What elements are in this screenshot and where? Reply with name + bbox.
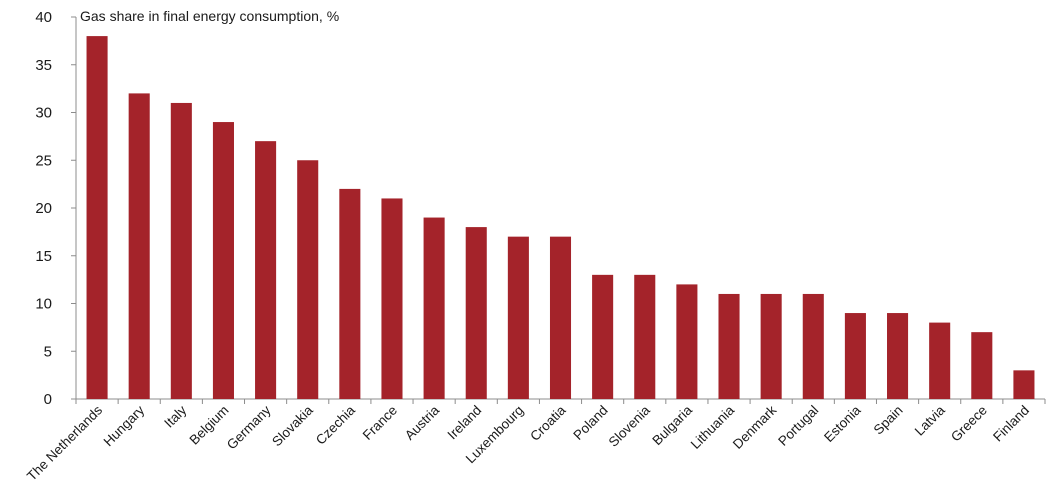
y-tick-label: 0	[44, 391, 52, 408]
x-tick-label: Czechia	[313, 402, 358, 447]
x-tick-label: Greece	[948, 403, 990, 445]
bar	[297, 160, 319, 399]
bar	[86, 36, 108, 399]
y-tick-label: 10	[35, 296, 52, 313]
x-tick-label: Poland	[570, 403, 610, 443]
x-tick-label: Denmark	[730, 402, 780, 452]
x-tick-label: Slovakia	[269, 402, 316, 449]
bar	[255, 141, 277, 399]
bar	[971, 332, 993, 399]
bar	[1013, 370, 1035, 399]
bar	[507, 236, 529, 399]
y-tick-label: 25	[35, 152, 52, 169]
bar	[634, 274, 656, 399]
x-tick-label: France	[360, 403, 400, 443]
bar	[549, 236, 572, 399]
x-tick-label: Spain	[871, 403, 906, 438]
bar	[802, 293, 824, 399]
x-tick-label: Germany	[224, 402, 274, 452]
bars	[86, 36, 1035, 400]
x-tick-label: Austria	[402, 402, 443, 443]
bar	[760, 293, 782, 399]
x-tick-label: Hungary	[101, 402, 148, 449]
x-tick-label: Portugal	[775, 403, 821, 449]
chart-title: Gas share in final energy consumption, %	[80, 8, 339, 24]
y-axis: 0 5 10 15 20 25 30 35 40	[35, 9, 77, 408]
bar	[212, 122, 234, 400]
bar	[423, 217, 445, 399]
x-tick-label: Croatia	[527, 402, 569, 444]
x-tick-label: Lithuania	[688, 402, 738, 452]
bar	[170, 102, 192, 399]
bar	[676, 284, 698, 399]
x-tick-label: The Netherlands	[24, 402, 105, 483]
bar	[381, 198, 403, 399]
bar	[128, 93, 150, 400]
y-tick-label: 15	[35, 248, 52, 265]
bar	[844, 313, 866, 399]
bar	[718, 293, 740, 399]
x-tick-label: Finland	[990, 403, 1032, 445]
y-tick-label: 30	[35, 105, 52, 122]
y-tick-label: 35	[35, 57, 52, 74]
bar	[592, 274, 614, 399]
x-tick-label: Italy	[161, 402, 189, 430]
y-tick-label: 40	[35, 9, 52, 26]
bar	[339, 188, 361, 399]
x-tick-label: Estonia	[821, 402, 864, 445]
bar	[929, 322, 951, 399]
bar	[887, 313, 909, 399]
x-tick-label: Latvia	[912, 402, 948, 438]
y-tick-label: 5	[44, 343, 52, 360]
x-tick-label: Ireland	[445, 403, 485, 443]
x-tick-label: Slovenia	[606, 402, 654, 450]
y-tick-label: 20	[35, 200, 52, 217]
bar	[465, 227, 487, 399]
